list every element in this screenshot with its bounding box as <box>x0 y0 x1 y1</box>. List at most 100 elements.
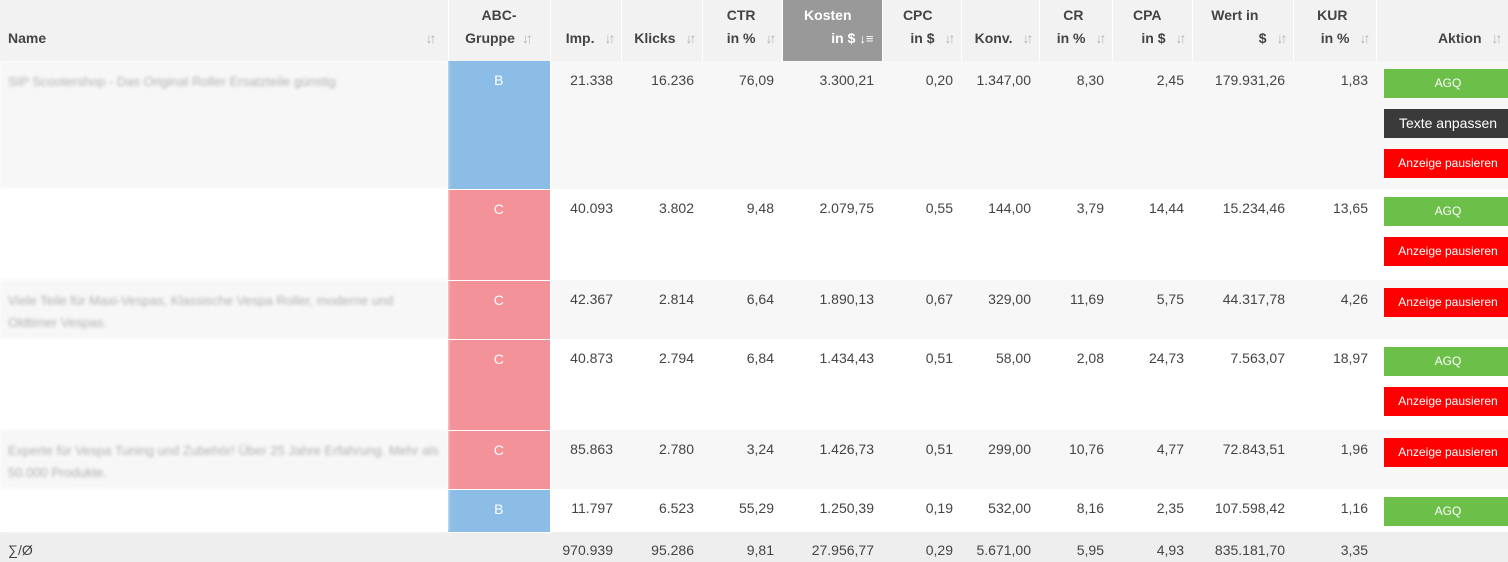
sort-arrows-icon[interactable]: ↓↑ <box>1175 30 1187 46</box>
total-cpc: 0,29 <box>882 532 961 562</box>
sort-desc-icon[interactable]: ↓≡ <box>859 31 874 46</box>
cell-kosten: 1.426,73 <box>782 430 882 489</box>
column-header-abc[interactable]: ABC- Gruppe ↓↑ <box>448 0 551 61</box>
column-header-cr[interactable]: CR in % ↓↑ <box>1039 0 1113 61</box>
agq-button[interactable]: AGQ <box>1384 497 1508 526</box>
agq-button[interactable]: AGQ <box>1384 347 1508 376</box>
pause-ad-button[interactable]: Anzeige pausieren <box>1384 438 1508 467</box>
cell-wert: 107.598,42 <box>1192 489 1293 532</box>
abc-group-badge: B <box>448 489 551 533</box>
pause-ad-button[interactable]: Anzeige pausieren <box>1384 237 1508 266</box>
ad-name: Experte für Vespa Tuning und Zubehör! Üb… <box>0 430 448 489</box>
cell-cpc: 0,51 <box>882 430 961 489</box>
pause-ad-button[interactable]: Anzeige pausieren <box>1384 288 1508 317</box>
cell-konv: 329,00 <box>961 280 1039 339</box>
ad-name <box>0 339 448 430</box>
total-imp: 970.939 <box>550 532 621 562</box>
total-cpa: 4,93 <box>1112 532 1192 562</box>
cell-wert: 7.563,07 <box>1192 339 1293 430</box>
cell-klicks: 2.780 <box>621 430 702 489</box>
abc-group-badge: C <box>448 339 551 431</box>
cell-klicks: 2.794 <box>621 339 702 430</box>
cell-cpc: 0,20 <box>882 61 961 189</box>
total-ctr: 9,81 <box>702 532 782 562</box>
cell-konv: 58,00 <box>961 339 1039 430</box>
cell-konv: 144,00 <box>961 189 1039 280</box>
cell-imp: 11.797 <box>550 489 621 532</box>
cell-kur: 1,16 <box>1293 489 1376 532</box>
total-kur: 3,35 <box>1293 532 1376 562</box>
table-row: C 40.873 2.794 6,84 1.434,43 0,51 58,00 … <box>0 339 1508 431</box>
cell-imp: 42.367 <box>550 280 621 339</box>
cell-cr: 3,79 <box>1039 189 1112 280</box>
sort-arrows-icon[interactable]: ↓↑ <box>1095 30 1107 46</box>
cell-wert: 44.317,78 <box>1192 280 1293 339</box>
table-row: SIP Scootershop - Das Original Roller Er… <box>0 61 1508 190</box>
cell-cpa: 2,45 <box>1112 61 1192 189</box>
column-header-konv[interactable]: Konv. ↓↑ <box>961 0 1040 61</box>
sort-arrows-icon[interactable]: ↓↑ <box>685 30 697 46</box>
ad-name <box>0 189 448 280</box>
cell-cpc: 0,19 <box>882 489 961 532</box>
sort-arrows-icon[interactable]: ↓↑ <box>944 30 956 46</box>
cell-cpa: 14,44 <box>1112 189 1192 280</box>
total-wert: 835.181,70 <box>1192 532 1293 562</box>
column-header-wert[interactable]: Wert in $ ↓↑ <box>1192 0 1294 61</box>
ad-name <box>0 489 448 532</box>
cell-kosten: 2.079,75 <box>782 189 882 280</box>
abc-group-badge: C <box>448 430 551 490</box>
cell-kur: 4,26 <box>1293 280 1376 339</box>
column-header-kosten[interactable]: Kosten in $ ↓≡ <box>782 0 883 61</box>
total-cr: 5,95 <box>1039 532 1112 562</box>
cell-imp: 40.093 <box>550 189 621 280</box>
column-header-cpc[interactable]: CPC in $ ↓↑ <box>882 0 962 61</box>
sort-arrows-icon[interactable]: ↓↑ <box>1276 30 1288 46</box>
cell-wert: 179.931,26 <box>1192 61 1293 189</box>
sort-arrows-icon[interactable]: ↓↑ <box>521 30 533 46</box>
agq-button[interactable]: AGQ <box>1384 197 1508 226</box>
column-header-klicks[interactable]: Klicks ↓↑ <box>621 0 703 61</box>
cell-ctr: 9,48 <box>702 189 782 280</box>
cell-imp: 40.873 <box>550 339 621 430</box>
totals-label: ∑/Ø <box>0 532 448 562</box>
cell-kur: 13,65 <box>1293 189 1376 280</box>
column-header-cpa[interactable]: CPA in $ ↓↑ <box>1112 0 1193 61</box>
sort-arrows-icon[interactable]: ↓↑ <box>1359 30 1371 46</box>
pause-ad-button[interactable]: Anzeige pausieren <box>1384 149 1508 178</box>
sort-arrows-icon[interactable]: ↓↑ <box>765 30 777 46</box>
cell-ctr: 76,09 <box>702 61 782 189</box>
cell-imp: 85.863 <box>550 430 621 489</box>
column-header-aktion[interactable]: Aktion ↓↑ <box>1376 0 1508 61</box>
column-header-name[interactable]: Name ↓↑ <box>0 0 449 61</box>
sort-arrows-icon[interactable]: ↓↑ <box>604 30 616 46</box>
cell-kur: 1,96 <box>1293 430 1376 489</box>
cell-kur: 1,83 <box>1293 61 1376 189</box>
cell-kosten: 1.250,39 <box>782 489 882 532</box>
cell-konv: 299,00 <box>961 430 1039 489</box>
ad-name: SIP Scootershop - Das Original Roller Er… <box>0 61 448 189</box>
action-cell: AGQ <box>1376 489 1508 532</box>
cell-wert: 72.843,51 <box>1192 430 1293 489</box>
cell-ctr: 6,64 <box>702 280 782 339</box>
adjust-texts-button[interactable]: Texte anpassen <box>1384 109 1508 138</box>
sort-arrows-icon[interactable]: ↓↑ <box>1491 30 1503 46</box>
column-header-imp[interactable]: Imp. ↓↑ <box>550 0 622 61</box>
sort-arrows-icon[interactable]: ↓↑ <box>425 30 437 46</box>
table-row: B 11.797 6.523 55,29 1.250,39 0,19 532,0… <box>0 489 1508 533</box>
agq-button[interactable]: AGQ <box>1384 69 1508 98</box>
cell-ctr: 55,29 <box>702 489 782 532</box>
cell-cr: 8,16 <box>1039 489 1112 532</box>
pause-ad-button[interactable]: Anzeige pausieren <box>1384 387 1508 416</box>
cell-klicks: 2.814 <box>621 280 702 339</box>
header-row: Name ↓↑ ABC- Gruppe ↓↑ Imp. ↓↑ Klicks ↓↑ CTR i… <box>0 0 1508 61</box>
total-kosten: 27.956,77 <box>782 532 882 562</box>
action-cell: Anzeige pausieren <box>1376 430 1508 489</box>
cell-cpa: 2,35 <box>1112 489 1192 532</box>
sort-arrows-icon[interactable]: ↓↑ <box>1022 30 1034 46</box>
cell-cpc: 0,55 <box>882 189 961 280</box>
column-header-ctr[interactable]: CTR in % ↓↑ <box>702 0 783 61</box>
cell-klicks: 6.523 <box>621 489 702 532</box>
column-header-kur[interactable]: KUR in % ↓↑ <box>1293 0 1377 61</box>
total-konv: 5.671,00 <box>961 532 1039 562</box>
